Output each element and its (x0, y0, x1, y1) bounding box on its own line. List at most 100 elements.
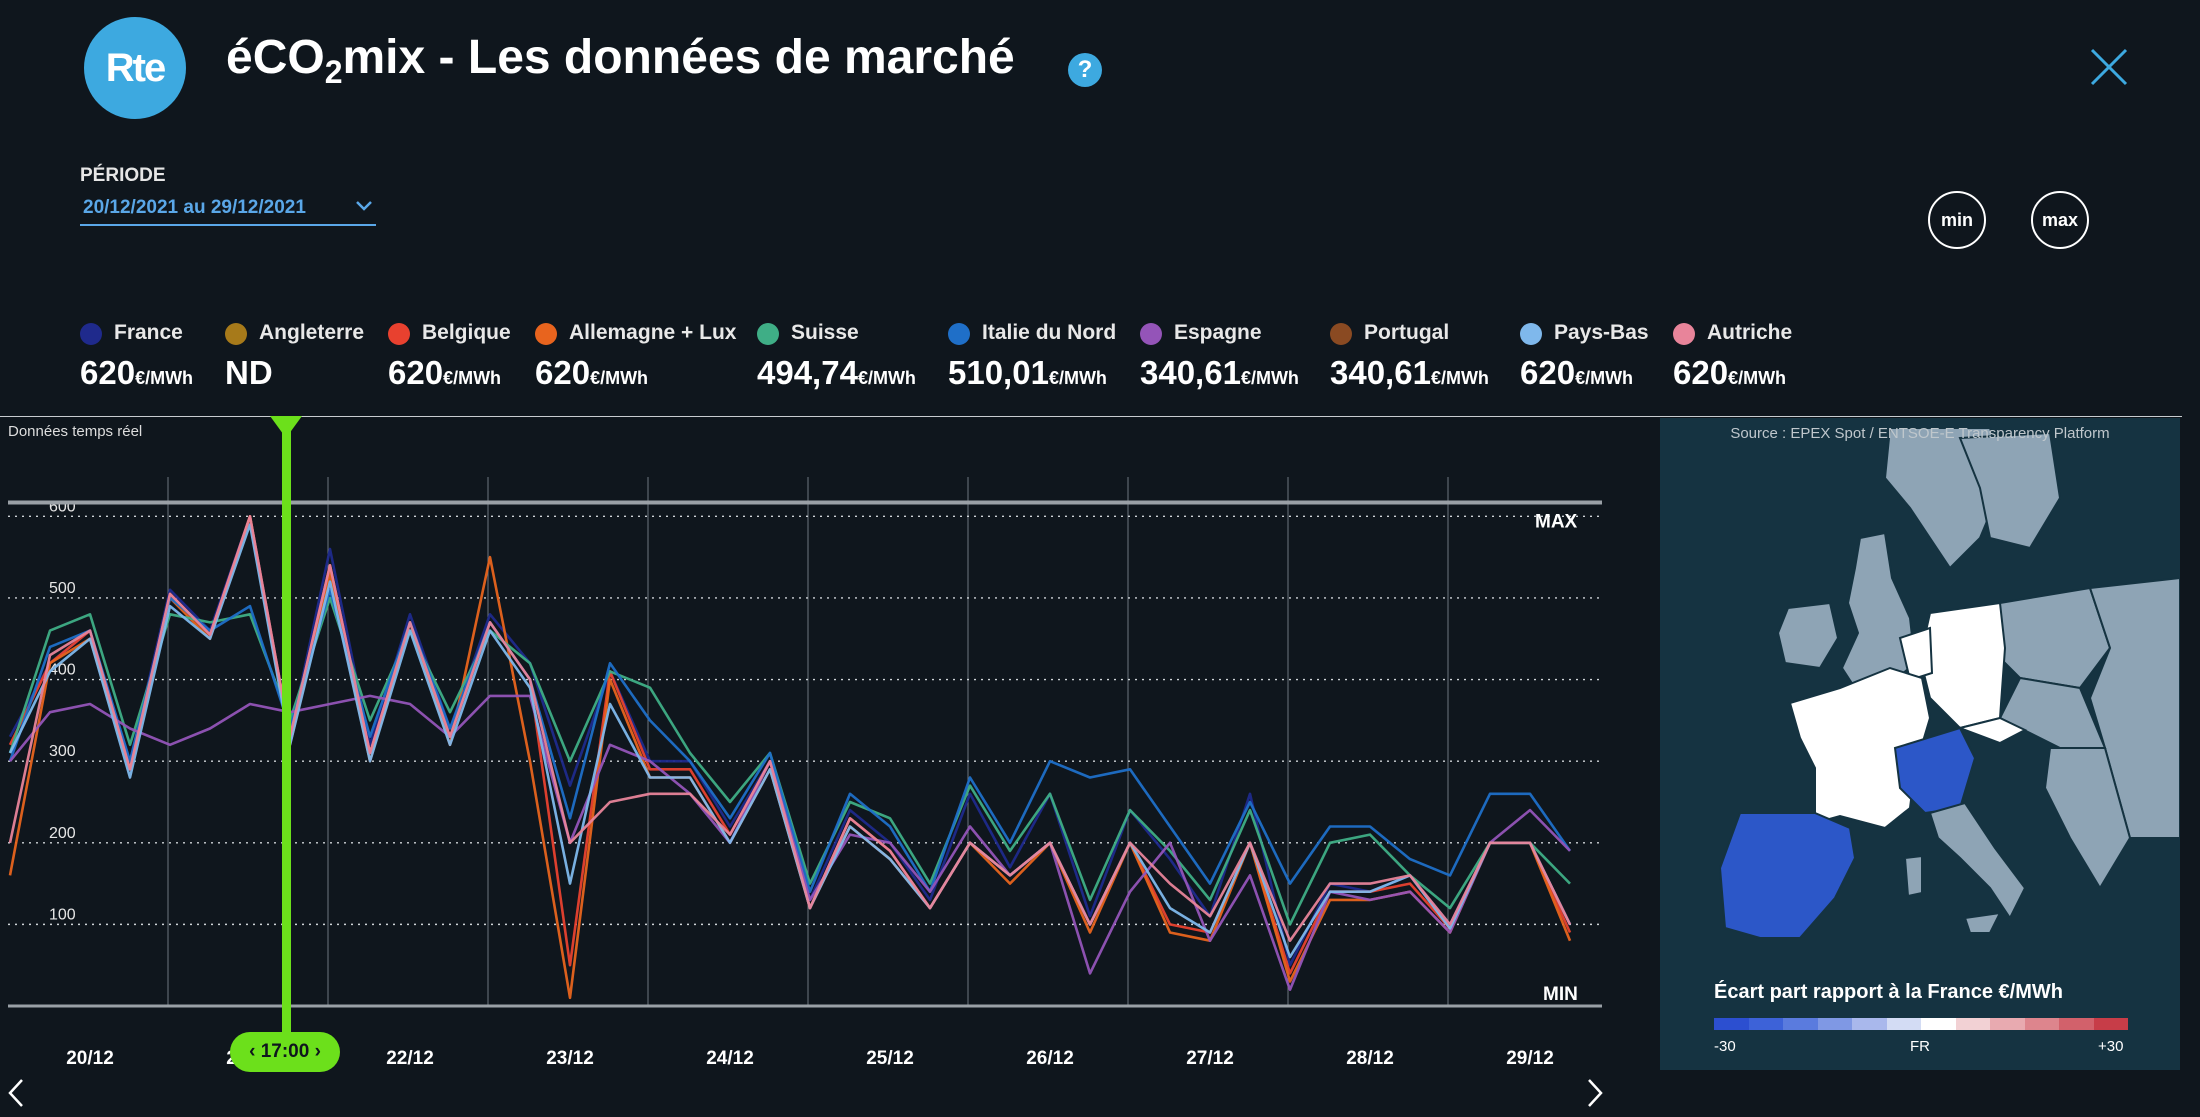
series-line-italie-du-nord (8, 588, 1572, 893)
legend-name: Allemagne + Lux (569, 321, 737, 344)
legend-dot (948, 323, 970, 345)
x-tick-label: 27/12 (1186, 1048, 1234, 1069)
scale-swatch (1817, 1018, 1852, 1030)
y-tick-label: 100 (49, 906, 76, 923)
map-poland (1988, 586, 2112, 690)
chart-note: Données temps réel (8, 423, 143, 440)
map-austria (1956, 716, 2028, 745)
legend-name: Portugal (1364, 321, 1450, 344)
legend-value: 510,01€/MWh (948, 354, 1107, 391)
map-great-britain (1840, 531, 1917, 690)
map-color-scale (1714, 1018, 2128, 1030)
price-line-chart: 100200300400500600MAXMIN20/1221/1222/122… (8, 477, 1602, 1069)
chevron-down-icon (356, 201, 372, 211)
legend-name: Suisse (791, 321, 859, 344)
legend-dot (535, 323, 557, 345)
min-label: MIN (1543, 984, 1578, 1005)
map-benelux (1898, 626, 1934, 682)
scale-swatch (1852, 1018, 1887, 1030)
x-tick-label: 25/12 (866, 1048, 914, 1069)
scale-swatch (2093, 1018, 2128, 1030)
map-scale-title: Écart part rapport à la France €/MWh (1714, 981, 2063, 1003)
map-balkans (2043, 747, 2132, 890)
scroll-right-arrow-icon[interactable] (1583, 1076, 1607, 1110)
logo-text: Rte (105, 45, 166, 90)
scale-mid-label: FR (1910, 1038, 1930, 1055)
map-sicily (1963, 911, 2002, 934)
legend-dot (1520, 323, 1542, 345)
x-tick-label: 20/12 (66, 1048, 114, 1069)
legend-name: Angleterre (259, 321, 365, 344)
europe-map-panel (1660, 418, 2181, 1070)
legend-dot (80, 323, 102, 345)
period-label: PÉRIODE (80, 165, 166, 186)
series-line-pays-bas (8, 523, 1572, 959)
max-button[interactable]: max (2031, 191, 2089, 249)
max-label: MAX (1535, 511, 1578, 532)
title-sub: 2 (324, 54, 343, 90)
legend-name: France (114, 321, 183, 344)
x-tick-label: 23/12 (546, 1048, 594, 1069)
legend-name: Belgique (422, 321, 511, 344)
series-line-allemagne-lux (8, 515, 1572, 1000)
x-tick-label: 22/12 (386, 1048, 434, 1069)
time-cursor-label[interactable]: ‹ 17:00 › (230, 1032, 340, 1072)
series-line-france (8, 515, 1572, 967)
scroll-left-arrow-icon[interactable] (4, 1076, 28, 1110)
scale-min-label: -30 (1714, 1038, 1736, 1055)
map-source: Source : EPEX Spot / ENTSOE-E Transparen… (1730, 425, 2110, 442)
legend-dot (1330, 323, 1352, 345)
legend-dot (225, 323, 247, 345)
legend-value: 620€/MWh (1520, 354, 1634, 391)
legend-value: 494,74€/MWh (757, 354, 916, 391)
scale-max-label: +30 (2098, 1038, 2124, 1055)
min-button[interactable]: min (1928, 191, 1986, 249)
series-line-suisse (8, 596, 1571, 926)
y-tick-label: 500 (49, 580, 76, 597)
series-line-autriche (8, 515, 1572, 942)
legend-name: Autriche (1707, 321, 1793, 344)
map-czech-hungary (1998, 676, 2107, 749)
legend-dot (1140, 323, 1162, 345)
legend-name: Italie du Nord (982, 321, 1117, 344)
map-sardinia (1903, 854, 1923, 898)
map-ireland (1776, 601, 1840, 670)
scale-swatch (1990, 1018, 2025, 1030)
period-value: 20/12/2021 au 29/12/2021 (83, 197, 306, 218)
europe-map (1718, 427, 2181, 939)
x-tick-label: 24/12 (706, 1048, 754, 1069)
legend-value: 620€/MWh (535, 354, 649, 391)
page-title: éCO2mix - Les données de marché (226, 30, 1015, 91)
legend-name: Espagne (1174, 321, 1262, 344)
period-dropdown[interactable]: 20/12/2021 au 29/12/2021 (80, 194, 376, 226)
scale-swatch (1921, 1018, 1956, 1030)
map-germany (1918, 601, 2007, 730)
time-cursor-handle[interactable] (270, 416, 302, 438)
cursor-time: 17:00 (260, 1041, 310, 1062)
title-post: mix - Les données de marché (342, 31, 1015, 84)
map-finland (1958, 431, 2062, 550)
map-france (1788, 666, 1932, 830)
time-cursor-line[interactable] (282, 418, 291, 1070)
scale-swatch (1886, 1018, 1921, 1030)
scale-swatch (1955, 1018, 1990, 1030)
x-tick-label: 29/12 (1506, 1048, 1554, 1069)
close-icon[interactable] (2086, 44, 2132, 90)
legend-value: ND (225, 354, 273, 391)
legend-value: 620€/MWh (1673, 354, 1787, 391)
legend-dot (757, 323, 779, 345)
scale-swatch (1714, 1018, 1749, 1030)
legend-dot (1673, 323, 1695, 345)
series-line-belgique (8, 515, 1572, 975)
title-pre: éCO (226, 31, 325, 84)
x-tick-label: 28/12 (1346, 1048, 1394, 1069)
scale-swatch (1748, 1018, 1783, 1030)
legend-value: 620€/MWh (388, 354, 502, 391)
help-icon[interactable]: ? (1068, 53, 1102, 87)
legend-value: 340,61€/MWh (1330, 354, 1489, 391)
map-italy (1928, 801, 2027, 920)
legend-name: Pays-Bas (1554, 321, 1649, 344)
legend-divider (0, 416, 2182, 417)
map-iberia (1718, 812, 1857, 939)
y-tick-label: 300 (49, 743, 76, 760)
